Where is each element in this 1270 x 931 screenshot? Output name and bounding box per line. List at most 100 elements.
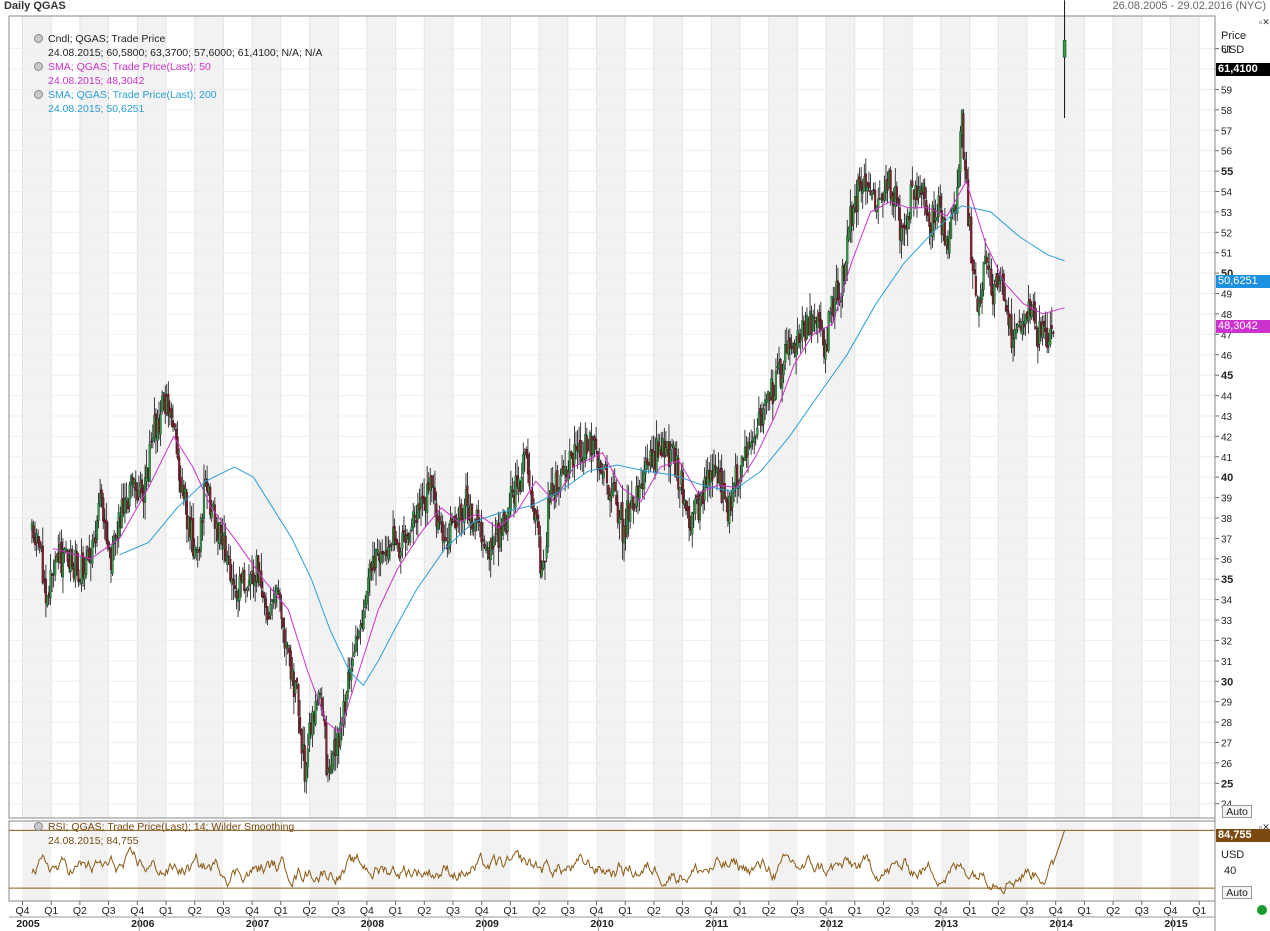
candle-body [238, 575, 241, 601]
candle-body [889, 169, 892, 199]
candle-body [1005, 305, 1008, 312]
series-toggle-icon[interactable] [34, 62, 43, 71]
price-tick-label: 25 [1221, 778, 1233, 790]
price-tick-label: 52 [1221, 228, 1233, 239]
candle-body [1049, 328, 1052, 345]
candle-body [286, 644, 289, 647]
candle-body [357, 630, 361, 638]
candle-body [678, 486, 681, 491]
candle-body [1041, 324, 1044, 338]
candle-body [963, 159, 967, 171]
candle-body [503, 512, 506, 528]
candle-body [426, 484, 429, 513]
quarter-band [1170, 16, 1200, 818]
candle-body [113, 534, 116, 545]
rsi-level-label: 40 [1224, 865, 1237, 877]
candle-body [906, 216, 909, 230]
quarter-band [826, 16, 855, 818]
candle-body [939, 196, 942, 208]
candle-body [294, 681, 297, 694]
rsi-auto-button[interactable]: Auto [1222, 886, 1252, 899]
candle-body [909, 184, 912, 219]
candle-body [996, 273, 999, 288]
candle-body [824, 344, 827, 360]
candle-body [691, 512, 694, 535]
candle-body [193, 545, 196, 558]
quarter-band [481, 16, 511, 818]
year-label: 2013 [935, 918, 959, 930]
quarter-band [596, 16, 626, 818]
candle-body [998, 281, 1001, 285]
price-tick-label: 43 [1221, 412, 1233, 423]
candle-body [51, 573, 54, 576]
candle-body [936, 217, 939, 221]
candle-body [973, 269, 976, 274]
candle-body [664, 447, 667, 456]
candle-body [750, 442, 753, 447]
quarter-label: Q4 [245, 905, 259, 917]
series-toggle-icon[interactable] [34, 34, 43, 43]
candle-body [545, 546, 548, 559]
sma200-line [119, 205, 1065, 687]
legend-candle[interactable]: Cndl; QGAS; Trade Price [34, 32, 322, 46]
candle-body [179, 477, 182, 492]
candle-body [971, 259, 974, 271]
price-auto-button[interactable]: Auto [1222, 805, 1252, 818]
candle-body [388, 544, 392, 547]
quarter-band [1113, 16, 1142, 818]
candle-body [151, 438, 154, 442]
candle-body [847, 228, 850, 240]
candle-body [819, 319, 822, 332]
rsi-legend: RSI; QGAS; Trade Price(Last); 14; Wilder… [34, 820, 294, 848]
legend-rsi-label: RSI; QGAS; Trade Price(Last); 14; Wilder… [48, 821, 295, 833]
candle-body [694, 498, 697, 514]
candle-body [227, 555, 230, 559]
quarter-band [1170, 821, 1200, 901]
candle-body [246, 587, 249, 591]
price-tick-label: 56 [1221, 147, 1233, 158]
rsi-value-tag: 84,755 [1216, 829, 1270, 842]
time-axis: Q4 Q1 Q2 Q3 Q4 Q1 Q2 Q3 Q4 Q1 Q2 Q3 Q4 Q1 Q2 Q3 Q4 Q1 Q2 Q3… [9, 901, 1215, 931]
legend: Cndl; QGAS; Trade Price 24.08.2015; 60,5… [34, 32, 322, 116]
year-label: 2011 [705, 918, 728, 930]
price-tick-label: 45 [1221, 370, 1233, 382]
maximize-icon[interactable]: ▫✕ [1259, 822, 1270, 832]
year-label: 2012 [820, 918, 844, 930]
candle-body [852, 207, 855, 224]
candle-body [779, 359, 782, 387]
sma200-series [119, 205, 1065, 687]
legend-rsi[interactable]: RSI; QGAS; Trade Price(Last); 14; Wilder… [34, 820, 294, 834]
candle-body [433, 487, 436, 501]
candle-body [277, 590, 280, 592]
legend-sma200[interactable]: SMA; QGAS; Trade Price(Last); 200 [34, 88, 322, 102]
series-toggle-icon[interactable] [34, 90, 43, 99]
candle-body [526, 453, 529, 475]
candle-body [520, 476, 523, 491]
year-label: 2014 [1050, 918, 1074, 930]
candle-body [419, 496, 423, 508]
price-scale-header: Price USD [1221, 29, 1246, 57]
candle-body [593, 436, 596, 441]
candle-body [376, 549, 379, 552]
candle-body [472, 530, 475, 532]
price-tick-label: 28 [1221, 718, 1233, 729]
quarter-label: Q1 [44, 905, 58, 917]
series-toggle-icon[interactable] [34, 822, 43, 831]
year-label: 2005 [16, 918, 40, 930]
quarter-label: Q1 [274, 905, 288, 917]
quarter-label: Q1 [733, 905, 747, 917]
candle-body [522, 454, 525, 474]
candle-body [672, 445, 675, 449]
candle-body [957, 167, 960, 188]
candle-body [399, 551, 402, 556]
candle-body [923, 186, 926, 199]
quarter-label: Q3 [1135, 905, 1149, 917]
price-tick-label: 54 [1221, 188, 1233, 199]
maximize-icon[interactable]: ▫✕ [1259, 17, 1270, 27]
quarter-label: Q3 [216, 905, 230, 917]
candle-body [269, 604, 272, 616]
candle-body [582, 457, 585, 463]
legend-sma50[interactable]: SMA; QGAS; Trade Price(Last); 50 [34, 60, 322, 74]
price-tick-label: 31 [1221, 657, 1233, 668]
